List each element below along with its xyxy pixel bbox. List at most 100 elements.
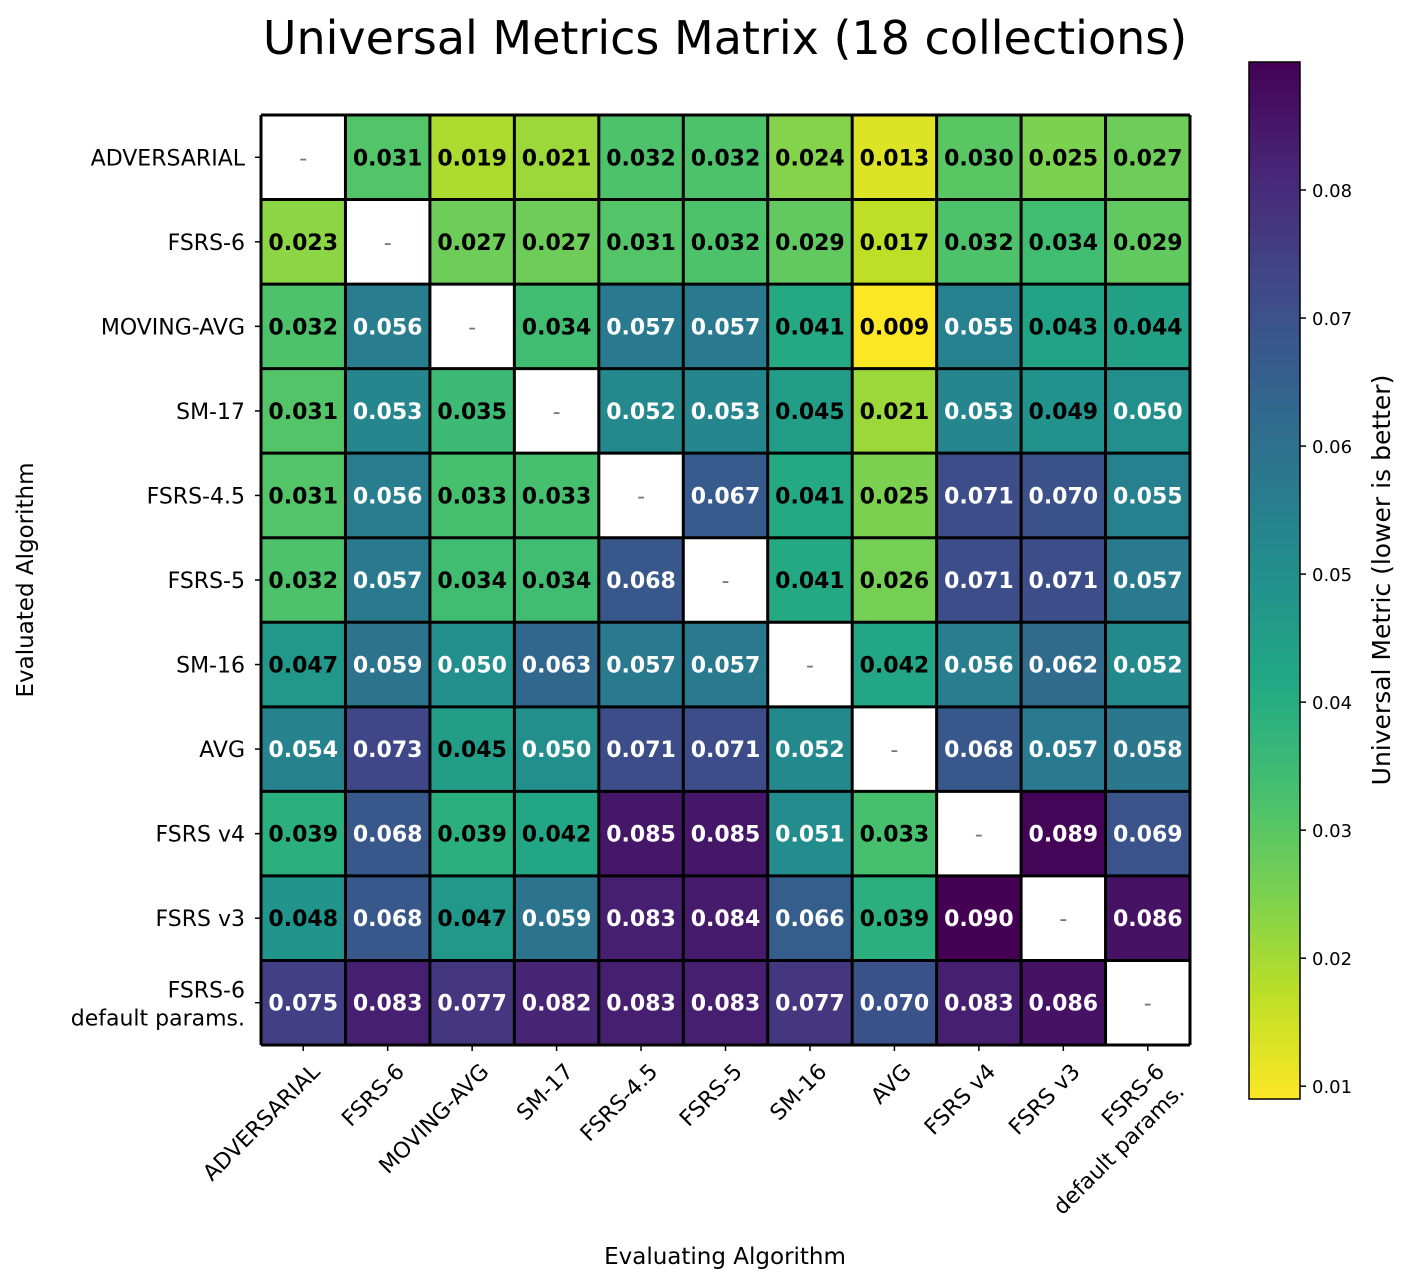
data-label: 0.023: [268, 231, 338, 256]
diagonal-label: -: [553, 400, 561, 425]
data-label: 0.024: [775, 146, 845, 171]
data-label: 0.066: [775, 907, 845, 932]
data-label: 0.055: [1113, 484, 1183, 509]
data-label: 0.050: [1113, 400, 1183, 425]
heatmap-cell: [683, 622, 768, 707]
data-label: 0.050: [437, 654, 507, 679]
data-label: 0.089: [1029, 823, 1099, 848]
heatmap-cell: [429, 791, 515, 876]
heatmap-cell: [1021, 453, 1106, 538]
diagonal-label: -: [637, 484, 645, 509]
heatmap-cell: [1105, 791, 1190, 876]
data-label: 0.034: [437, 569, 507, 594]
heatmap-cell: [598, 537, 684, 623]
diagonal-label: -: [468, 315, 476, 340]
x-tick-label-fsrs-v4: FSRS v4: [920, 1059, 1001, 1140]
heatmap-cell: [514, 115, 599, 200]
data-label: 0.047: [268, 654, 338, 679]
x-tick-label-sm-17: SM-17: [512, 1059, 578, 1125]
data-label: 0.041: [775, 484, 845, 509]
heatmap-cell: [1021, 875, 1106, 961]
data-label: 0.068: [944, 738, 1014, 763]
data-label: 0.053: [691, 400, 761, 425]
heatmap-cell: [683, 115, 768, 200]
data-label: 0.052: [1113, 654, 1183, 679]
data-label: 0.056: [353, 315, 423, 340]
data-label: 0.032: [606, 146, 676, 171]
heatmap-cell: [345, 368, 430, 454]
heatmap-cell: [429, 199, 515, 285]
heatmap-cell: [345, 537, 430, 623]
data-label: 0.039: [437, 823, 507, 848]
heatmap-cell: [261, 960, 346, 1045]
data-label: 0.047: [437, 907, 507, 932]
data-label: 0.083: [691, 992, 761, 1017]
data-label: 0.057: [691, 654, 761, 679]
heatmap-cell: [598, 284, 684, 369]
y-tick-label-fsrs-v3: FSRS v3: [156, 907, 246, 932]
heatmap-cell: [852, 791, 937, 876]
heatmap-cell: [852, 453, 937, 538]
heatmap-cell: [261, 706, 346, 792]
data-label: 0.026: [860, 569, 930, 594]
diagonal-label: -: [384, 231, 392, 256]
data-label: 0.071: [606, 738, 676, 763]
heatmap-cell: [261, 453, 346, 538]
heatmap-cell: [429, 875, 515, 961]
data-label: 0.034: [522, 569, 592, 594]
data-label: 0.045: [437, 738, 507, 763]
data-label: 0.032: [691, 146, 761, 171]
data-label: 0.083: [606, 992, 676, 1017]
data-label: 0.034: [522, 315, 592, 340]
heatmap-cell: [936, 706, 1022, 792]
data-label: 0.071: [944, 484, 1014, 509]
colorbar-label: Universal Metric (lower is better): [1367, 375, 1396, 786]
data-label: 0.048: [268, 907, 338, 932]
heatmap-cell: [598, 960, 684, 1045]
data-label: 0.082: [522, 992, 592, 1017]
data-label: 0.044: [1113, 315, 1183, 340]
data-label: 0.054: [268, 738, 338, 763]
heatmap-cell: [683, 368, 768, 454]
heatmap-cell: [1021, 960, 1106, 1045]
data-label: 0.019: [437, 146, 507, 171]
heatmap-cell: [683, 791, 768, 876]
data-label: 0.063: [522, 654, 592, 679]
data-label: 0.058: [1113, 738, 1183, 763]
heatmap-cell: [1105, 453, 1190, 538]
heatmap-cell: [345, 622, 430, 707]
data-label: 0.057: [606, 315, 676, 340]
y-tick-label-fsrs-v4: FSRS v4: [156, 823, 246, 848]
heatmap-cell: [683, 537, 768, 623]
data-label: 0.021: [522, 146, 592, 171]
data-label: 0.042: [522, 823, 592, 848]
diagonal-label: -: [722, 569, 730, 594]
heatmap-cell: [345, 115, 430, 200]
data-label: 0.049: [1029, 400, 1099, 425]
heatmap-cell: [514, 875, 599, 961]
heatmap-cell: [1105, 706, 1190, 792]
heatmap-cell: [429, 622, 515, 707]
heatmap-cell: [345, 199, 430, 285]
colorbar-gradient: [1248, 61, 1301, 1100]
diagonal-label: -: [1144, 992, 1152, 1017]
data-label: 0.013: [860, 146, 930, 171]
heatmap-cell: [683, 706, 768, 792]
heatmap-cell: [598, 706, 684, 792]
heatmap-cell: [936, 284, 1022, 369]
heatmap-cell: [936, 199, 1022, 285]
heatmap-cell: [936, 960, 1022, 1045]
data-label: 0.051: [775, 823, 845, 848]
heatmap-cell: [429, 115, 515, 200]
heatmap-cell: [936, 453, 1022, 538]
data-label: 0.035: [437, 400, 507, 425]
x-tick-label-fsrs-5: FSRS-5: [675, 1059, 747, 1131]
heatmap-cell: [514, 622, 599, 707]
data-label: 0.075: [268, 992, 338, 1017]
data-label: 0.033: [437, 484, 507, 509]
data-label: 0.041: [775, 315, 845, 340]
heatmap-cell: [767, 960, 853, 1045]
diagonal-label: -: [890, 738, 898, 763]
data-label: 0.067: [691, 484, 761, 509]
